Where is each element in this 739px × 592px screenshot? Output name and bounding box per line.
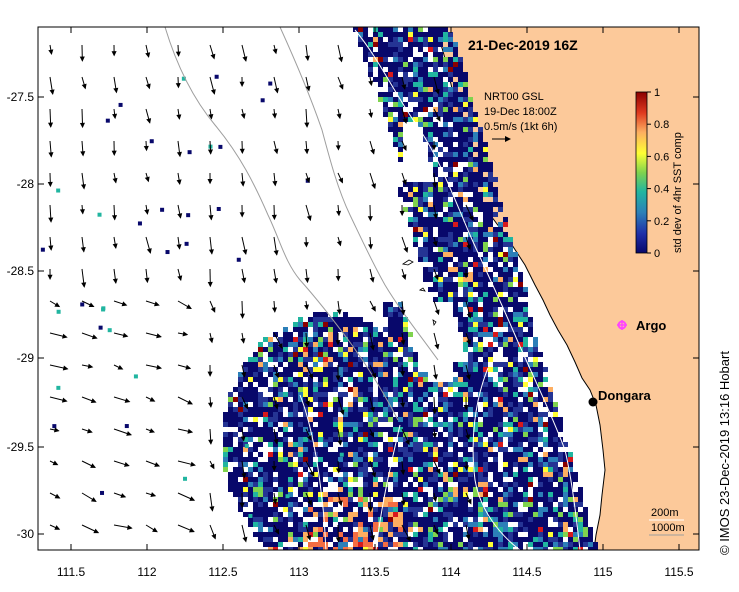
map-title: 21-Dec-2019 16Z bbox=[468, 37, 578, 53]
y-tick-label: -28.5 bbox=[7, 264, 35, 278]
y-tick-label: -29.5 bbox=[7, 440, 35, 454]
colorbar-tick-label: 0.4 bbox=[654, 184, 669, 196]
shelf-outline-2 bbox=[279, 27, 439, 361]
colorbar-tick-label: 0.8 bbox=[654, 119, 669, 131]
contour-legend-200m: 200m bbox=[651, 507, 679, 519]
shelf-outline bbox=[164, 27, 399, 421]
x-tick-label: 113.5 bbox=[360, 565, 389, 579]
x-tick-label: 114.5 bbox=[512, 565, 541, 579]
colorbar-tick-label: 0 bbox=[654, 248, 660, 260]
colorbar-gradient bbox=[635, 91, 648, 254]
colorbar-tick-label: 0.2 bbox=[654, 216, 669, 228]
y-tick-label: -29 bbox=[17, 351, 35, 365]
x-tick-label: 112.5 bbox=[208, 565, 237, 579]
current-legend: NRT00 GSL 19-Dec 18:00Z 0.5m/s (1kt 6h) bbox=[484, 91, 557, 142]
copyright-text: © IMOS 23-Dec-2019 13:16 Hobart bbox=[717, 351, 732, 555]
y-tick-label: -30 bbox=[17, 527, 35, 541]
colorbar-label: std dev of 4hr SST comp bbox=[672, 132, 684, 253]
colorbar-tick-label: 1 bbox=[654, 87, 660, 99]
colorbar-tick-label: 0.6 bbox=[654, 151, 669, 163]
x-tick-label: 113 bbox=[289, 565, 308, 579]
current-legend-line3: 0.5m/s (1kt 6h) bbox=[484, 121, 557, 133]
y-tick-label: -28 bbox=[17, 177, 35, 191]
x-axis: 111.5 112 112.5 113 113.5 114 114.5 115 115.5 bbox=[57, 27, 694, 579]
current-legend-line2: 19-Dec 18:00Z bbox=[484, 106, 557, 118]
sst-data-layer bbox=[40, 27, 598, 550]
colorbar: 1 0.8 0.6 0.4 0.2 0 std dev of 4hr SST comp bbox=[635, 87, 684, 260]
x-tick-label: 115.5 bbox=[664, 565, 693, 579]
current-legend-arrowhead-icon bbox=[505, 136, 511, 142]
contour-1000m bbox=[299, 367, 521, 550]
y-axis: -27.5 -28 -28.5 -29 -29.5 -30 bbox=[7, 90, 699, 541]
islands bbox=[401, 259, 437, 327]
contour-legend: 200m 1000m bbox=[649, 507, 685, 536]
dongara-marker bbox=[588, 397, 598, 407]
y-tick-label: -27.5 bbox=[7, 90, 35, 104]
contour-legend-1000m: 1000m bbox=[651, 522, 685, 534]
colorbar-ticks: 1 0.8 0.6 0.4 0.2 0 bbox=[647, 87, 669, 260]
plot-frame bbox=[37, 26, 700, 551]
argo-marker bbox=[617, 320, 627, 330]
argo-label: Argo bbox=[636, 318, 666, 333]
contour-200m bbox=[354, 29, 581, 550]
x-tick-label: 114 bbox=[441, 565, 460, 579]
current-legend-line1: NRT00 GSL bbox=[484, 91, 544, 103]
current-vectors bbox=[47, 44, 474, 543]
x-tick-label: 111.5 bbox=[57, 565, 86, 579]
dongara-label: Dongara bbox=[598, 388, 652, 403]
x-tick-label: 115 bbox=[593, 565, 612, 579]
plot-area bbox=[38, 27, 699, 550]
x-tick-label: 112 bbox=[137, 565, 156, 579]
